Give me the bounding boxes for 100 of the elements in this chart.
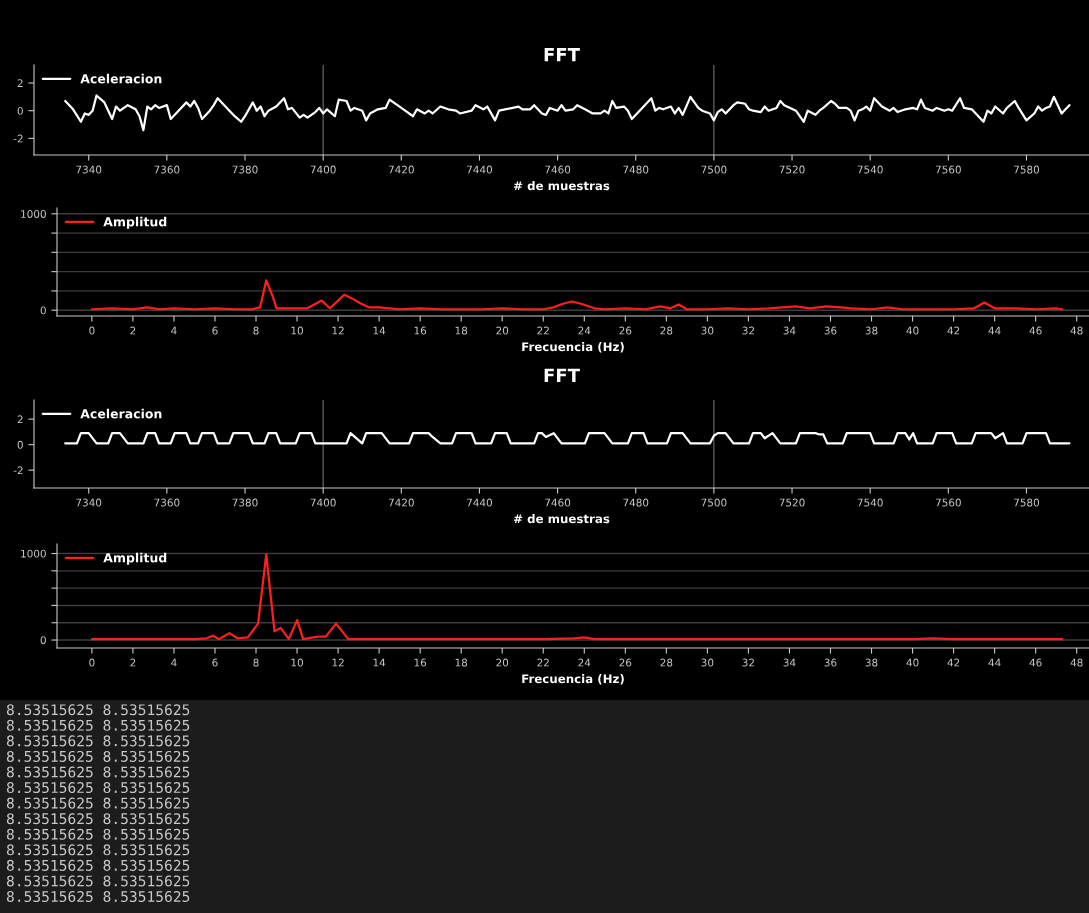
text: 8.53515625 8.53515625 — [6, 750, 190, 762]
text: 8.53515625 8.53515625 — [6, 766, 190, 778]
x-tick-label: 7420 — [388, 165, 414, 174]
x-tick-label: 2 — [130, 658, 136, 667]
x-tick-label: 14 — [373, 326, 386, 335]
x-tick-label: 7440 — [467, 498, 493, 507]
y-tick-label: 2 — [17, 415, 23, 424]
x-tick-label: 8 — [253, 658, 259, 667]
x-tick-label: 24 — [578, 658, 591, 667]
y-tick-label: 0 — [17, 106, 23, 115]
x-tick-label: 7500 — [701, 165, 727, 174]
x-axis-title: # de muestras — [513, 514, 610, 524]
x-tick-label: 0 — [89, 658, 95, 667]
text: 8.53515625 8.53515625 — [6, 828, 190, 840]
x-tick-label: 0 — [89, 326, 95, 335]
line-series — [64, 432, 1071, 445]
x-tick-label: 16 — [414, 658, 427, 667]
y-tick-label: 0 — [40, 306, 46, 315]
x-tick-label: 7540 — [857, 498, 883, 507]
legend-label: Amplitud — [103, 216, 167, 229]
line-series — [64, 94, 1071, 132]
x-tick-label: 7380 — [232, 498, 258, 507]
x-tick-label: 16 — [414, 326, 427, 335]
x-tick-label: 12 — [332, 658, 344, 667]
text: 8.53515625 8.53515625 — [6, 704, 190, 716]
x-tick-label: 10 — [291, 658, 303, 667]
text: 8.53515625 8.53515625 — [6, 891, 190, 903]
x-tick-label: 7520 — [779, 165, 805, 174]
x-tick-label: 34 — [783, 658, 796, 667]
x-tick-label: 42 — [947, 658, 960, 667]
x-tick-label: 36 — [824, 326, 837, 335]
x-tick-label: 26 — [619, 326, 632, 335]
x-tick-label: 7560 — [935, 498, 961, 507]
y-tick-label: 0 — [40, 636, 46, 645]
line-series — [90, 553, 1064, 641]
x-tick-label: 36 — [824, 658, 837, 667]
x-tick-label: 7560 — [935, 165, 961, 174]
x-tick-label: 24 — [578, 326, 591, 335]
x-tick-label: 46 — [1029, 326, 1042, 335]
x-tick-label: 22 — [537, 658, 549, 667]
text: 8.53515625 8.53515625 — [6, 797, 190, 809]
x-tick-label: 44 — [988, 326, 1001, 335]
x-tick-label: 7360 — [154, 165, 180, 174]
x-tick-label: 7440 — [467, 165, 493, 174]
x-tick-label: 4 — [171, 658, 177, 667]
y-tick-label: -2 — [13, 466, 23, 475]
line-series — [90, 279, 1064, 311]
x-tick-label: 10 — [291, 326, 303, 335]
x-tick-label: 38 — [865, 326, 878, 335]
x-tick-label: 2 — [130, 326, 136, 335]
x-tick-label: 7480 — [623, 498, 649, 507]
text: 8.53515625 8.53515625 — [6, 859, 190, 871]
x-tick-label: 40 — [906, 658, 919, 667]
y-tick-label: 1000 — [21, 549, 46, 558]
legend-label: Amplitud — [103, 552, 167, 565]
x-tick-label: 7400 — [310, 498, 336, 507]
x-tick-label: 28 — [660, 658, 673, 667]
x-tick-label: 8 — [253, 326, 259, 335]
x-tick-label: 6 — [212, 658, 218, 667]
x-tick-label: 7340 — [76, 165, 102, 174]
x-tick-label: 18 — [455, 326, 468, 335]
x-tick-label: 22 — [537, 326, 549, 335]
x-tick-label: 32 — [742, 326, 754, 335]
text: 8.53515625 8.53515625 — [6, 875, 190, 887]
x-tick-label: 7460 — [545, 165, 571, 174]
x-tick-label: 4 — [171, 326, 177, 335]
x-tick-label: 30 — [701, 658, 714, 667]
x-tick-label: 44 — [988, 658, 1001, 667]
x-tick-label: 7460 — [545, 498, 571, 507]
x-tick-label: 7480 — [623, 165, 649, 174]
y-tick-label: 2 — [17, 79, 23, 87]
x-tick-label: 7540 — [857, 165, 883, 174]
x-tick-label: 40 — [906, 326, 919, 335]
x-tick-label: 26 — [619, 658, 632, 667]
text: 8.53515625 8.53515625 — [6, 735, 190, 747]
x-tick-label: 7520 — [779, 498, 805, 507]
x-tick-label: 48 — [1070, 658, 1083, 667]
x-tick-label: 18 — [455, 658, 468, 667]
x-axis-title: Frecuencia (Hz) — [522, 342, 624, 353]
x-tick-label: 7500 — [701, 498, 727, 507]
text: 8.53515625 8.53515625 — [6, 813, 190, 825]
x-tick-label: 42 — [947, 326, 960, 335]
legend-label: Aceleracion — [80, 408, 162, 419]
text: 8.53515625 8.53515625 — [6, 782, 190, 794]
text: 8.53515625 8.53515625 — [6, 844, 190, 856]
x-tick-label: 30 — [701, 326, 714, 335]
x-tick-label: 12 — [332, 326, 344, 335]
x-axis-title: # de muestras — [513, 181, 610, 191]
y-tick-label: 1000 — [21, 210, 46, 218]
x-axis-title: Frecuencia (Hz) — [522, 674, 624, 685]
x-tick-label: 32 — [742, 658, 754, 667]
x-tick-label: 7400 — [310, 165, 336, 174]
x-tick-label: 6 — [212, 326, 218, 335]
x-tick-label: 14 — [373, 658, 386, 667]
legend-label: Aceleracion — [80, 73, 162, 84]
x-tick-label: 20 — [496, 658, 509, 667]
x-tick-label: 38 — [865, 658, 878, 667]
text: 8.53515625 8.53515625 — [6, 719, 190, 731]
x-tick-label: 28 — [660, 326, 673, 335]
x-tick-label: 48 — [1070, 326, 1083, 335]
